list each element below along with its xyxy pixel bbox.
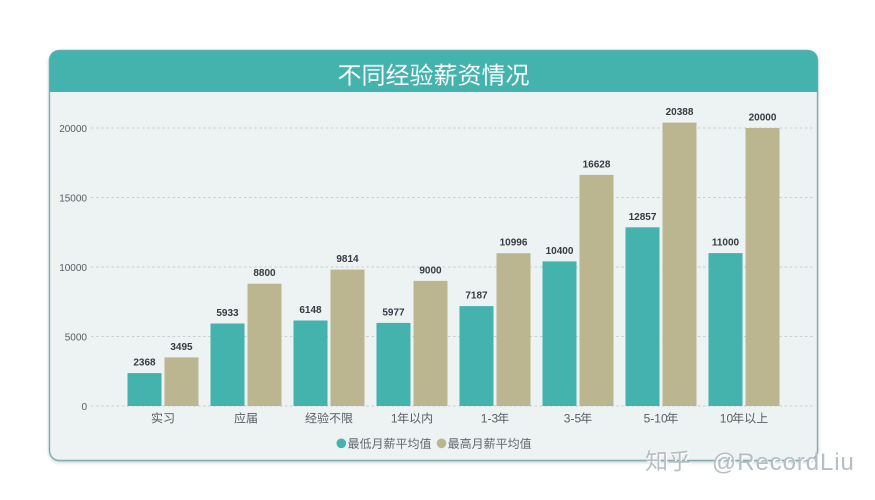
svg-text:5977: 5977 <box>382 307 405 318</box>
svg-text:6148: 6148 <box>299 305 322 316</box>
svg-text:1: 1 <box>391 412 398 426</box>
svg-text:5000: 5000 <box>65 333 88 344</box>
svg-text:16628: 16628 <box>583 159 611 170</box>
svg-text:9000: 9000 <box>419 265 442 276</box>
svg-text:7187: 7187 <box>465 291 488 302</box>
svg-text:12857: 12857 <box>629 212 657 223</box>
svg-text:9814: 9814 <box>336 254 359 265</box>
svg-text:20000: 20000 <box>749 113 777 124</box>
svg-text:5933: 5933 <box>216 308 239 319</box>
svg-text:0: 0 <box>81 402 87 413</box>
svg-text:1-3: 1-3 <box>481 412 499 426</box>
svg-text:10000: 10000 <box>59 263 87 274</box>
svg-text:11000: 11000 <box>712 238 740 249</box>
svg-text:10996: 10996 <box>500 238 528 249</box>
svg-text:3495: 3495 <box>170 342 193 353</box>
svg-text:15000: 15000 <box>59 194 87 205</box>
svg-text:@RecordLiu: @RecordLiu <box>712 449 855 476</box>
svg-text:8800: 8800 <box>253 268 276 279</box>
svg-text:20000: 20000 <box>59 124 87 135</box>
svg-text:@RecordLiu: @RecordLiu <box>713 450 856 477</box>
svg-text:3-5: 3-5 <box>564 412 582 426</box>
svg-text:20388: 20388 <box>666 107 694 118</box>
svg-text:2368: 2368 <box>133 358 156 369</box>
svg-text:10: 10 <box>720 412 734 426</box>
svg-text:10400: 10400 <box>546 246 574 257</box>
svg-text:5-10: 5-10 <box>644 412 668 426</box>
